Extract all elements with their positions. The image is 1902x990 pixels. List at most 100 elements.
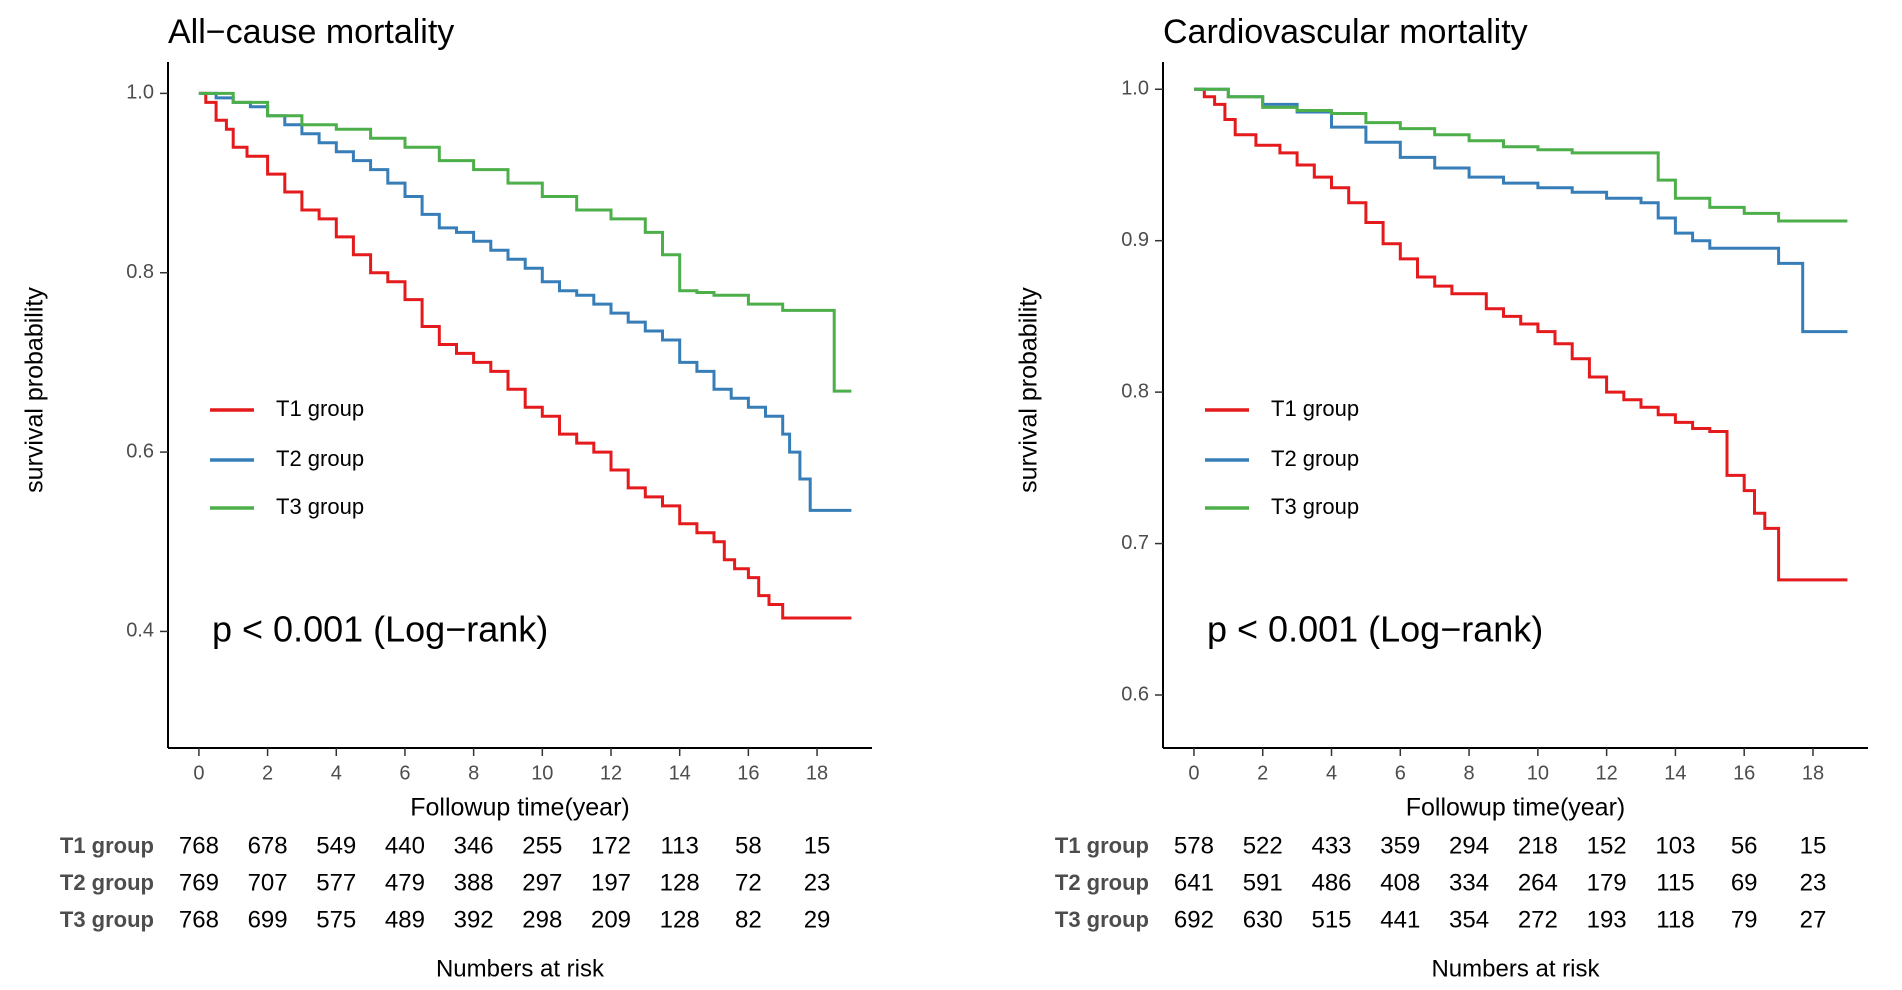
x-tick-label: 2 (1257, 762, 1268, 784)
risk-table-cell: 128 (660, 869, 700, 896)
risk-table-cell: 699 (248, 906, 288, 933)
risk-table-cell: 768 (179, 906, 219, 933)
x-tick-label: 18 (806, 762, 828, 784)
risk-table-cell: 408 (1380, 869, 1420, 896)
risk-table-cell: 678 (248, 832, 288, 859)
risk-table-cell: 218 (1518, 832, 1558, 859)
risk-table-cell: 209 (591, 906, 631, 933)
risk-table-cell: 15 (804, 832, 831, 859)
risk-table-cell: 334 (1449, 869, 1489, 896)
risk-table-cell: 441 (1380, 906, 1420, 933)
risk-table-cell: 630 (1243, 906, 1283, 933)
risk-table-cell: 56 (1731, 832, 1758, 859)
risk-table-cell: 692 (1174, 906, 1214, 933)
x-axis-label: Followup time(year) (1406, 794, 1626, 822)
risk-table-cell: 359 (1380, 832, 1420, 859)
risk-table-cell: 72 (735, 869, 762, 896)
risk-table-cell: 354 (1449, 906, 1489, 933)
p-value-annotation: p < 0.001 (Log−rank) (1207, 609, 1543, 650)
risk-table-cell: 577 (316, 869, 356, 896)
x-tick-label: 0 (193, 762, 204, 784)
x-tick-label: 10 (531, 762, 553, 784)
risk-table-cell: 768 (179, 832, 219, 859)
risk-table-cell: 769 (179, 869, 219, 896)
risk-table-cell: 479 (385, 869, 425, 896)
y-tick-label: 0.4 (126, 620, 154, 642)
risk-table-cell: 388 (454, 869, 494, 896)
chart-panel-2: Cardiovascular mortality 0.6 0.7 0.8 0.9 1.0 0… (1015, 13, 1868, 982)
risk-table-cell: 297 (522, 869, 562, 896)
risk-table-cell: 152 (1587, 832, 1627, 859)
risk-table-cell: 255 (522, 832, 562, 859)
risk-table-caption: Numbers at risk (1431, 955, 1600, 982)
x-tick-label: 8 (468, 762, 479, 784)
chart-title: Cardiovascular mortality (1163, 13, 1528, 51)
x-tick-label: 14 (669, 762, 691, 784)
legend-label-t1: T1 group (1271, 396, 1359, 421)
y-tick-label: 0.6 (126, 440, 154, 462)
risk-table-cell: 578 (1174, 832, 1214, 859)
risk-table-cell: 575 (316, 906, 356, 933)
x-tick-label: 8 (1464, 762, 1475, 784)
risk-table-cell: 272 (1518, 906, 1558, 933)
risk-table-cell: 27 (1800, 906, 1827, 933)
risk-table-cell: 172 (591, 832, 631, 859)
x-tick-label: 10 (1527, 762, 1549, 784)
chart-panel-1: All−cause mortality 0.4 0.6 0.8 1.0 0 2 4 6 8 10 12… (21, 13, 872, 982)
risk-table-group-label: T2 group (1055, 870, 1149, 895)
x-tick-label: 0 (1188, 762, 1199, 784)
x-tick-label: 6 (1395, 762, 1406, 784)
survival-curve-t2 (1194, 87, 1848, 334)
legend-label-t2: T2 group (276, 446, 364, 471)
risk-table-group-label: T2 group (60, 870, 154, 895)
legend-label-t1: T1 group (276, 396, 364, 421)
risk-table-cell: 23 (804, 869, 831, 896)
risk-table-cell: 433 (1311, 832, 1351, 859)
risk-table-cell: 118 (1656, 906, 1694, 933)
risk-table-group-label: T3 group (60, 907, 154, 932)
survival-curve-t1 (1194, 87, 1848, 582)
risk-table-caption: Numbers at risk (436, 955, 605, 982)
legend-label-t3: T3 group (276, 494, 364, 519)
risk-table-cell: 58 (735, 832, 762, 859)
risk-table-cell: 179 (1587, 869, 1627, 896)
risk-table-cell: 103 (1655, 832, 1695, 859)
x-tick-label: 12 (600, 762, 622, 784)
risk-table-cell: 128 (660, 906, 700, 933)
risk-table-cell: 115 (1656, 869, 1694, 896)
y-tick-label: 0.6 (1121, 683, 1149, 705)
risk-table-cell: 486 (1311, 869, 1351, 896)
y-axis-label: survival probability (1015, 287, 1043, 493)
x-tick-label: 4 (331, 762, 342, 784)
x-tick-label: 16 (1733, 762, 1755, 784)
risk-table-group-label: T1 group (60, 833, 154, 858)
risk-table-cell: 15 (1800, 832, 1827, 859)
risk-table-cell: 707 (248, 869, 288, 896)
p-value-annotation: p < 0.001 (Log−rank) (212, 609, 548, 650)
y-axis-label: survival probability (21, 287, 49, 493)
risk-table-cell: 440 (385, 832, 425, 859)
risk-table-cell: 522 (1243, 832, 1283, 859)
risk-table-cell: 29 (804, 906, 831, 933)
risk-table-cell: 193 (1587, 906, 1627, 933)
survival-curve-t1 (198, 91, 852, 620)
risk-table-cell: 79 (1731, 906, 1758, 933)
risk-table-cell: 82 (735, 906, 762, 933)
risk-table-cell: 113 (661, 832, 699, 859)
y-tick-label: 1.0 (126, 82, 154, 104)
y-tick-label: 0.8 (1121, 380, 1149, 402)
x-tick-label: 6 (399, 762, 410, 784)
risk-table-cell: 264 (1518, 869, 1558, 896)
risk-table-cell: 489 (385, 906, 425, 933)
legend-label-t3: T3 group (1271, 494, 1359, 519)
risk-table-cell: 298 (522, 906, 562, 933)
risk-table-cell: 641 (1174, 869, 1214, 896)
risk-table-cell: 294 (1449, 832, 1489, 859)
risk-table-cell: 23 (1800, 869, 1827, 896)
risk-table-cell: 549 (316, 832, 356, 859)
y-tick-label: 1.0 (1121, 78, 1149, 100)
x-tick-label: 4 (1326, 762, 1337, 784)
legend-label-t2: T2 group (1271, 446, 1359, 471)
survival-curve-t2 (198, 91, 852, 512)
